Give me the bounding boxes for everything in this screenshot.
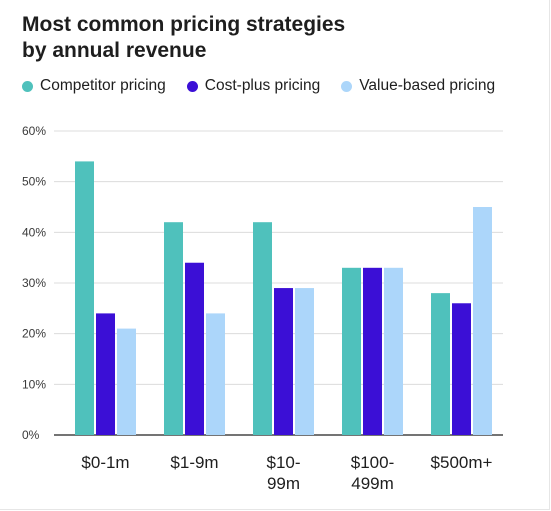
- x-category-label: $1-9m: [170, 453, 218, 472]
- y-tick-label: 10%: [22, 377, 46, 391]
- x-category-label: $100-: [351, 453, 394, 472]
- y-tick-label: 40%: [22, 225, 46, 239]
- y-tick-label: 50%: [22, 175, 46, 189]
- bar-value-based: [295, 288, 314, 435]
- legend-swatch-cost-plus: [186, 80, 198, 92]
- legend-item-competitor: Competitor pricing: [22, 77, 166, 95]
- bar-cost-plus: [96, 313, 115, 435]
- bar-competitor: [164, 222, 183, 435]
- legend-swatch-value-based: [341, 80, 353, 92]
- chart-legend: Competitor pricing Cost-plus pricing Val…: [22, 76, 495, 96]
- y-tick-label: 0%: [22, 428, 40, 442]
- bar-competitor: [342, 267, 361, 435]
- x-category-label: 499m: [351, 474, 394, 493]
- y-tick-label: 20%: [22, 327, 46, 341]
- x-category-label: 99m: [267, 474, 300, 493]
- x-category-label: $500m+: [431, 453, 493, 472]
- legend-item-cost-plus: Cost-plus pricing: [186, 77, 321, 95]
- legend-label-cost-plus: Cost-plus pricing: [204, 77, 321, 94]
- bar-competitor: [431, 293, 450, 435]
- legend-label-competitor: Competitor pricing: [40, 77, 166, 94]
- x-category-label: $0-1m: [81, 453, 129, 472]
- bar-cost-plus: [452, 303, 471, 435]
- chart-title-line-2: by annual revenue: [22, 39, 207, 62]
- x-category-label: $10-: [266, 453, 300, 472]
- chart-title: Most common pricing strategies by annual…: [22, 12, 522, 64]
- bar-value-based: [206, 313, 225, 435]
- legend-swatch-competitor: [22, 80, 33, 92]
- bar-cost-plus: [274, 288, 293, 435]
- legend-label-value-based: Value-based pricing: [359, 77, 496, 94]
- bar-value-based: [473, 207, 492, 435]
- legend-item-value-based: Value-based pricing: [341, 77, 495, 95]
- bar-cost-plus: [185, 262, 204, 435]
- chart-title-line-1: Most common pricing strategies: [22, 13, 346, 36]
- bar-competitor: [75, 161, 94, 435]
- bar-competitor: [253, 222, 272, 435]
- bar-value-based: [384, 267, 403, 435]
- bar-cost-plus: [363, 267, 382, 435]
- bar-value-based: [117, 328, 136, 435]
- y-tick-label: 60%: [22, 124, 46, 138]
- y-tick-label: 30%: [22, 276, 46, 290]
